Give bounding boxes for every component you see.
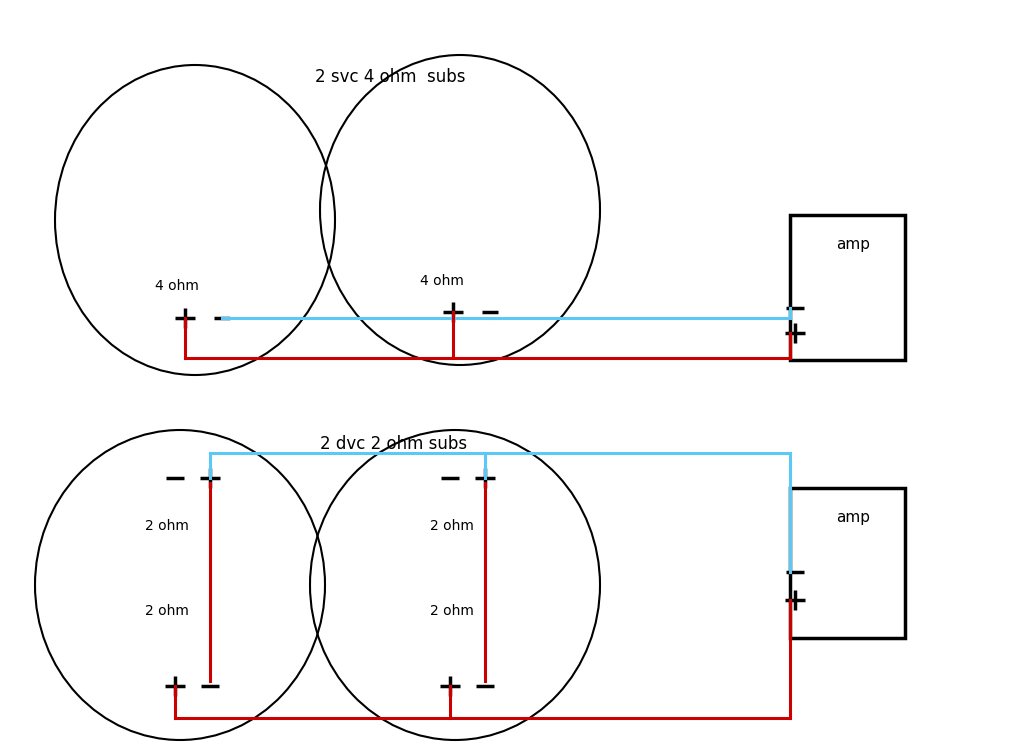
Text: amp: amp xyxy=(836,237,871,252)
Bar xyxy=(790,488,905,638)
Text: 4 ohm: 4 ohm xyxy=(420,274,463,288)
Text: 2 svc 4 ohm  subs: 2 svc 4 ohm subs xyxy=(315,68,465,86)
Text: 2 ohm: 2 ohm xyxy=(145,519,189,533)
Text: amp: amp xyxy=(836,510,871,525)
Bar xyxy=(790,215,905,360)
Text: 2 ohm: 2 ohm xyxy=(145,604,189,618)
Text: 2 ohm: 2 ohm xyxy=(430,604,474,618)
Text: 4 ohm: 4 ohm xyxy=(155,279,198,293)
Text: 2 ohm: 2 ohm xyxy=(430,519,474,533)
Text: 2 dvc 2 ohm subs: 2 dvc 2 ohm subs xyxy=(320,435,468,453)
